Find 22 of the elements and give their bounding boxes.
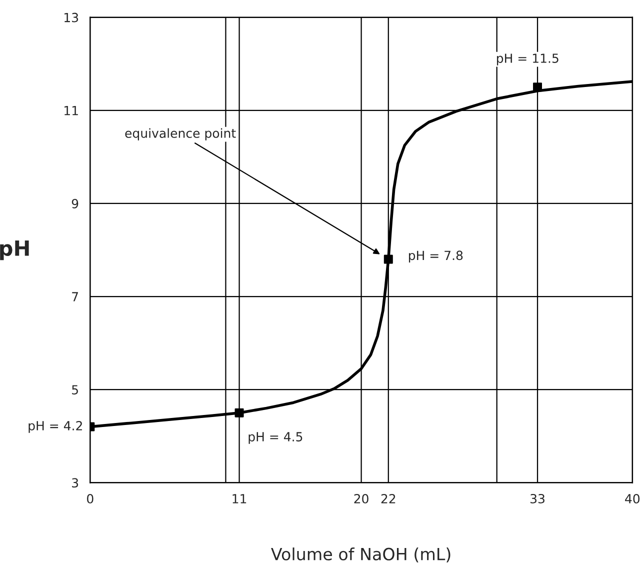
y-tick-label: 11: [64, 106, 78, 116]
y-axis-title: pH: [0, 240, 29, 260]
annotation: pH = 4.5: [248, 432, 302, 444]
x-tick-label: 0: [87, 494, 94, 504]
x-tick-label: 20: [354, 494, 368, 504]
annotation: pH = 7.8: [408, 250, 463, 263]
x-axis-title: Volume of NaOH (mL): [271, 548, 450, 562]
y-tick-label: 3: [72, 478, 78, 488]
y-tick-label: 13: [64, 12, 78, 22]
x-tick-label: 22: [381, 494, 396, 504]
point: [384, 254, 393, 264]
point: [533, 82, 542, 92]
point: [234, 408, 244, 418]
annotation: pH = 11.5: [496, 54, 558, 66]
y-tick-label: 7: [72, 292, 78, 302]
annotation: pH = 4.2: [28, 420, 82, 433]
y-tick-label: 9: [72, 198, 78, 208]
y-tick-label: 5: [72, 385, 78, 394]
x-tick-label: 33: [530, 494, 544, 504]
annotation: equivalence point: [125, 128, 236, 140]
x-tick-label: 11: [232, 494, 246, 504]
x-tick-label: 40: [625, 494, 640, 504]
